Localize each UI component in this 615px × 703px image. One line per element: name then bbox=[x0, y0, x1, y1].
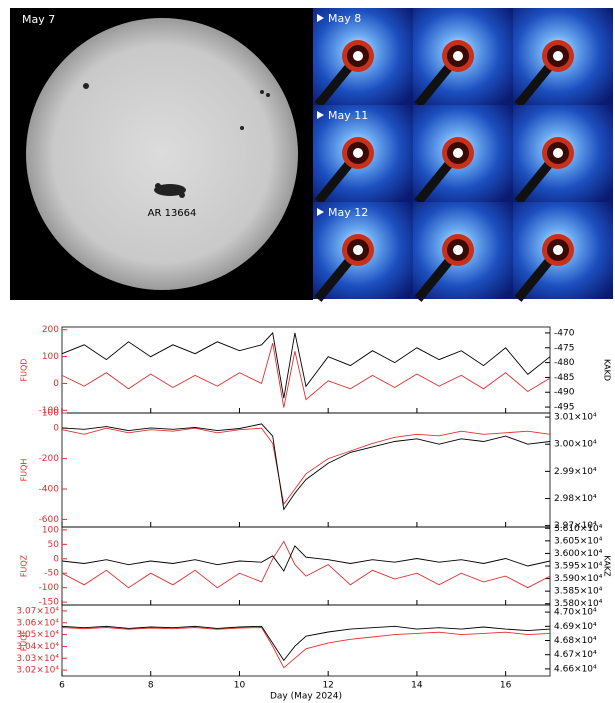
y-tick-label: 100 bbox=[42, 525, 59, 535]
y-tick-label: -50 bbox=[44, 569, 59, 579]
x-tick-label: 12 bbox=[322, 681, 333, 691]
y-tick-label: -200 bbox=[39, 454, 60, 464]
y2-tick-label: 3.585×10⁴ bbox=[554, 587, 603, 597]
y2-tick-label: -470 bbox=[554, 328, 575, 338]
y2-tick-label: 4.70×10⁴ bbox=[554, 608, 597, 618]
row-date: May 8 bbox=[328, 12, 361, 25]
y-axis-label: FUQH bbox=[20, 459, 29, 482]
x-tick-label: 8 bbox=[148, 681, 154, 691]
y2-tick-label: 4.69×10⁴ bbox=[554, 622, 597, 632]
row-date: May 12 bbox=[328, 206, 368, 219]
y-tick-label: 0 bbox=[53, 554, 59, 564]
y-tick-label: 3.05×10⁴ bbox=[16, 630, 59, 640]
y2-tick-label: 3.605×10⁴ bbox=[554, 536, 603, 546]
x-tick-label: 14 bbox=[411, 681, 423, 691]
x-axis-label: Day (May 2024) bbox=[270, 692, 342, 702]
x-tick-label: 16 bbox=[500, 681, 512, 691]
y2-tick-label: 3.610×10⁴ bbox=[554, 524, 603, 534]
series-line bbox=[61, 545, 551, 572]
series-line bbox=[61, 625, 551, 662]
y2-tick-label: 3.600×10⁴ bbox=[554, 549, 603, 559]
y2-tick-label: 3.590×10⁴ bbox=[554, 574, 603, 584]
panel-frame bbox=[61, 604, 551, 677]
sun-disk bbox=[26, 18, 298, 290]
x-tick-label: 6 bbox=[59, 681, 65, 691]
y2-axis-label: KAKZ bbox=[603, 555, 612, 577]
y2-tick-label: 2.98×10⁴ bbox=[554, 494, 597, 504]
y-tick-label: -400 bbox=[39, 485, 60, 495]
y-tick-label: 3.02×10⁴ bbox=[16, 666, 59, 676]
y2-tick-label: -490 bbox=[554, 388, 575, 398]
series-line bbox=[61, 540, 551, 589]
y2-tick-label: 2.97×10⁴ bbox=[554, 521, 597, 531]
y-axis-label: FUQF bbox=[20, 629, 29, 651]
y-tick-label: -600 bbox=[39, 515, 60, 525]
series-line bbox=[61, 423, 551, 511]
sun-date: May 7 bbox=[22, 13, 55, 26]
panel-frame bbox=[61, 526, 551, 606]
y2-tick-label: 4.66×10⁴ bbox=[554, 664, 597, 674]
y2-tick-label: 3.580×10⁴ bbox=[554, 599, 603, 609]
y2-tick-label: 4.68×10⁴ bbox=[554, 636, 597, 646]
y2-tick-label: -480 bbox=[554, 358, 575, 368]
y-tick-label: -100 bbox=[39, 583, 60, 593]
series-line bbox=[61, 342, 551, 408]
series-line bbox=[61, 331, 551, 399]
y-axis-label: FUQZ bbox=[20, 554, 29, 577]
y-tick-label: -100 bbox=[39, 406, 60, 416]
y2-tick-label: -475 bbox=[554, 343, 574, 353]
y2-tick-label: 3.01×10⁴ bbox=[554, 413, 597, 423]
y2-tick-label: 2.99×10⁴ bbox=[554, 467, 597, 477]
y-tick-label: 0 bbox=[53, 424, 59, 434]
y-tick-label: 0 bbox=[53, 379, 59, 389]
y-tick-label: 3.06×10⁴ bbox=[16, 618, 59, 628]
y-tick-label: 200 bbox=[42, 325, 59, 335]
y2-tick-label: -495 bbox=[554, 403, 574, 413]
y-tick-label: 3.07×10⁴ bbox=[16, 606, 59, 616]
x-tick-label: 10 bbox=[234, 681, 246, 691]
y-tick-label: 3.03×10⁴ bbox=[16, 654, 59, 664]
y2-tick-label: 4.67×10⁴ bbox=[554, 650, 597, 660]
y-tick-label: 50 bbox=[48, 540, 60, 550]
y-axis-label: FUQD bbox=[20, 359, 29, 382]
y-tick-label: -150 bbox=[39, 598, 60, 608]
region-label: AR 13664 bbox=[148, 208, 197, 219]
sunspots bbox=[83, 83, 270, 198]
series-line bbox=[61, 627, 551, 669]
y-tick-label: 100 bbox=[42, 352, 59, 362]
row-date: May 11 bbox=[328, 109, 368, 122]
y-tick-label: 100 bbox=[42, 409, 59, 419]
series-line bbox=[61, 427, 551, 506]
y2-tick-label: -485 bbox=[554, 373, 574, 383]
y2-tick-label: 3.595×10⁴ bbox=[554, 562, 603, 572]
y2-tick-label: 3.00×10⁴ bbox=[554, 440, 597, 450]
y-tick-label: 3.04×10⁴ bbox=[16, 642, 59, 652]
coronagraph-grid bbox=[313, 8, 613, 299]
y2-axis-label: KAKD bbox=[603, 359, 612, 381]
